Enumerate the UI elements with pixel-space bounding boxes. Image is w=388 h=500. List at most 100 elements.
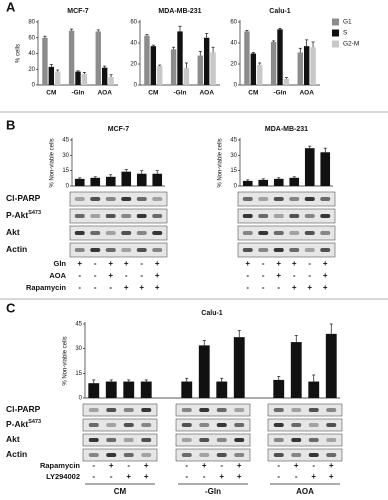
x-tick-label: CM bbox=[46, 90, 56, 97]
bar bbox=[273, 178, 284, 186]
bar bbox=[88, 383, 100, 398]
bar bbox=[68, 30, 75, 86]
band bbox=[304, 248, 315, 252]
bar bbox=[95, 31, 101, 85]
row-text: P-Akt bbox=[6, 210, 28, 220]
condition-sign: + bbox=[323, 271, 328, 280]
band bbox=[258, 197, 269, 201]
blot bbox=[237, 208, 336, 224]
band bbox=[152, 231, 163, 235]
blot bbox=[82, 448, 158, 462]
band bbox=[234, 453, 245, 457]
band bbox=[141, 438, 152, 442]
band bbox=[304, 231, 315, 235]
condition-sign: + bbox=[292, 283, 297, 292]
y-axis-label: % Non-viable cells bbox=[50, 138, 56, 187]
band bbox=[258, 248, 269, 252]
condition-sign: - bbox=[308, 259, 311, 268]
condition-label: Gln bbox=[54, 259, 67, 268]
band bbox=[291, 408, 302, 412]
x-tick-label: -Gln bbox=[274, 90, 287, 97]
band bbox=[234, 423, 245, 427]
bar bbox=[144, 35, 150, 85]
bar bbox=[152, 173, 163, 186]
condition-sign: + bbox=[323, 283, 328, 292]
condition-label: AOA bbox=[49, 271, 66, 280]
blot-row-label: Cl-PARP bbox=[6, 404, 41, 414]
band bbox=[136, 231, 147, 235]
y-axis-label: % Non-viable cells bbox=[218, 138, 224, 187]
condition-sign: - bbox=[94, 271, 97, 280]
bar bbox=[140, 381, 152, 398]
band bbox=[289, 248, 300, 252]
y-axis-label: % cells bbox=[16, 44, 22, 63]
condition-sign: + bbox=[77, 259, 82, 268]
band bbox=[74, 214, 85, 218]
blot bbox=[267, 403, 343, 417]
y-tick-label: 30 bbox=[62, 153, 69, 159]
band bbox=[234, 408, 245, 412]
blot-row-label: Actin bbox=[6, 244, 27, 254]
band bbox=[291, 438, 302, 442]
blot bbox=[267, 448, 343, 462]
band bbox=[326, 408, 337, 412]
y-tick-label: 20 bbox=[130, 62, 137, 68]
panel-label: A bbox=[6, 0, 16, 14]
chart-title: MCF-7 bbox=[108, 126, 129, 133]
band bbox=[216, 438, 227, 442]
band bbox=[152, 197, 163, 201]
band bbox=[216, 408, 227, 412]
bar bbox=[81, 73, 88, 85]
bar bbox=[105, 381, 117, 398]
band bbox=[106, 453, 117, 457]
condition-sign: - bbox=[312, 461, 315, 470]
bar bbox=[90, 177, 101, 186]
condition-sign: - bbox=[109, 283, 112, 292]
band bbox=[90, 214, 101, 218]
band bbox=[74, 197, 85, 201]
bar bbox=[203, 37, 210, 85]
x-tick-label: CM bbox=[148, 90, 158, 97]
condition-sign: + bbox=[237, 472, 242, 481]
band bbox=[90, 197, 101, 201]
bar bbox=[289, 177, 300, 186]
blot bbox=[237, 242, 336, 258]
band bbox=[308, 408, 319, 412]
condition-sign: - bbox=[262, 259, 265, 268]
row-text: Akt bbox=[6, 434, 20, 444]
row-text: Cl-PARP bbox=[6, 404, 41, 414]
condition-sign: + bbox=[292, 259, 297, 268]
y-tick-label: 15 bbox=[75, 371, 82, 377]
condition-sign: - bbox=[94, 283, 97, 292]
bar bbox=[136, 173, 147, 186]
y-tick-label: 30 bbox=[75, 346, 82, 352]
condition-sign: + bbox=[329, 472, 334, 481]
band bbox=[199, 423, 210, 427]
row-sup: S473 bbox=[28, 419, 41, 425]
condition-sign: - bbox=[220, 461, 223, 470]
bar bbox=[210, 52, 216, 85]
band bbox=[123, 438, 134, 442]
band bbox=[88, 453, 99, 457]
band bbox=[258, 214, 269, 218]
condition-sign: - bbox=[308, 271, 311, 280]
blot-row-label: Akt bbox=[6, 227, 20, 237]
condition-sign: + bbox=[124, 259, 129, 268]
condition-sign: + bbox=[219, 472, 224, 481]
condition-sign: - bbox=[78, 283, 81, 292]
y-tick-label: 0 bbox=[32, 83, 36, 89]
bar bbox=[55, 71, 61, 85]
blot bbox=[69, 242, 168, 258]
chart-title: MDA-MB-231 bbox=[265, 126, 308, 133]
y-tick-label: 45 bbox=[230, 138, 237, 144]
condition-sign: + bbox=[323, 259, 328, 268]
band bbox=[74, 231, 85, 235]
bar bbox=[121, 171, 132, 186]
band bbox=[136, 248, 147, 252]
panel-label: C bbox=[6, 300, 16, 315]
bar bbox=[183, 68, 190, 85]
band bbox=[273, 438, 284, 442]
row-text: Actin bbox=[6, 449, 27, 459]
band bbox=[105, 214, 116, 218]
